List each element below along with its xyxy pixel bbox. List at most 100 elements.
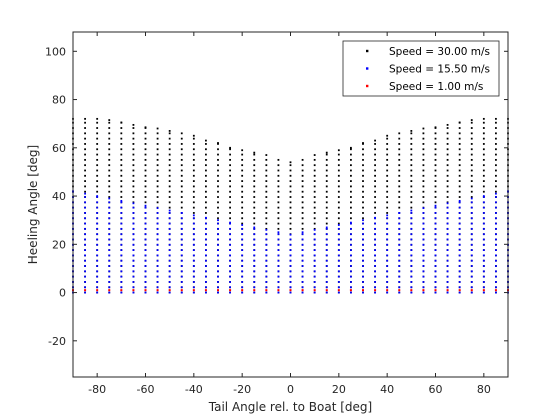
data-point <box>338 244 340 246</box>
data-point <box>495 159 497 161</box>
data-point <box>145 249 147 251</box>
data-point <box>447 223 449 225</box>
data-point <box>108 207 110 209</box>
data-point <box>483 201 485 203</box>
data-point <box>362 148 364 150</box>
data-point <box>253 270 255 272</box>
data-point <box>435 289 437 291</box>
data-point <box>169 148 171 150</box>
data-point <box>133 255 135 257</box>
data-point <box>386 175 388 177</box>
data-point <box>157 175 159 177</box>
data-point <box>374 140 376 142</box>
data-point <box>459 122 461 124</box>
data-point <box>205 159 207 161</box>
data-point <box>422 289 424 291</box>
data-point <box>145 265 147 267</box>
data-point <box>253 239 255 241</box>
data-point <box>410 223 412 225</box>
data-point <box>120 249 122 251</box>
data-point <box>133 170 135 172</box>
data-point <box>326 292 328 294</box>
data-point <box>447 212 449 214</box>
data-point <box>181 239 183 241</box>
data-point <box>350 154 352 156</box>
data-point <box>205 143 207 145</box>
data-point <box>108 180 110 182</box>
data-point <box>483 159 485 161</box>
data-point <box>278 164 280 166</box>
data-point <box>302 201 304 203</box>
data-point <box>483 223 485 225</box>
data-point <box>169 292 171 294</box>
data-point <box>398 159 400 161</box>
data-point <box>181 255 183 257</box>
data-point <box>350 239 352 241</box>
data-point <box>483 281 485 283</box>
data-point <box>193 143 195 145</box>
data-point <box>326 217 328 219</box>
data-point <box>157 249 159 251</box>
data-point <box>265 164 267 166</box>
data-point <box>386 207 388 209</box>
data-point <box>217 255 219 257</box>
data-point <box>265 244 267 246</box>
data-point <box>314 292 316 294</box>
data-point <box>120 122 122 124</box>
data-point <box>386 214 388 216</box>
data-point <box>374 201 376 203</box>
data-point <box>423 175 425 177</box>
data-point <box>423 201 425 203</box>
legend-entry: Speed = 15.50 m/s <box>389 64 490 76</box>
data-point <box>483 164 485 166</box>
data-point <box>120 265 122 267</box>
data-point <box>241 270 243 272</box>
data-point <box>471 127 473 129</box>
data-point <box>96 207 98 209</box>
data-point <box>181 281 183 283</box>
data-point <box>447 255 449 257</box>
data-point <box>386 186 388 188</box>
data-point <box>120 286 122 288</box>
data-point <box>386 138 388 140</box>
data-point <box>459 207 461 209</box>
data-point <box>241 159 243 161</box>
data-point <box>410 159 412 161</box>
data-point <box>193 270 195 272</box>
data-point <box>386 212 388 214</box>
data-point <box>205 228 207 230</box>
data-point <box>459 286 461 288</box>
data-point <box>447 132 449 134</box>
data-point <box>229 260 231 262</box>
data-point <box>410 260 412 262</box>
data-point <box>447 186 449 188</box>
legend-entry: Speed = 30.00 m/s <box>389 46 490 58</box>
data-point <box>205 223 207 225</box>
data-point <box>120 164 122 166</box>
data-point <box>265 217 267 219</box>
data-point <box>435 286 437 288</box>
data-point <box>108 270 110 272</box>
data-point <box>120 180 122 182</box>
data-point <box>398 289 400 291</box>
data-point <box>108 186 110 188</box>
data-point <box>314 191 316 193</box>
data-point <box>205 233 207 235</box>
data-point <box>471 255 473 257</box>
data-point <box>145 292 147 294</box>
data-point <box>423 270 425 272</box>
data-point <box>447 175 449 177</box>
data-point <box>217 244 219 246</box>
data-point <box>108 201 110 203</box>
data-point <box>290 212 292 214</box>
data-point <box>84 239 86 241</box>
data-point <box>447 148 449 150</box>
data-point <box>278 212 280 214</box>
data-point <box>241 244 243 246</box>
data-point <box>265 175 267 177</box>
data-point <box>483 154 485 156</box>
data-point <box>290 170 292 172</box>
data-point <box>229 233 231 235</box>
data-point <box>181 143 183 145</box>
data-point <box>205 154 207 156</box>
